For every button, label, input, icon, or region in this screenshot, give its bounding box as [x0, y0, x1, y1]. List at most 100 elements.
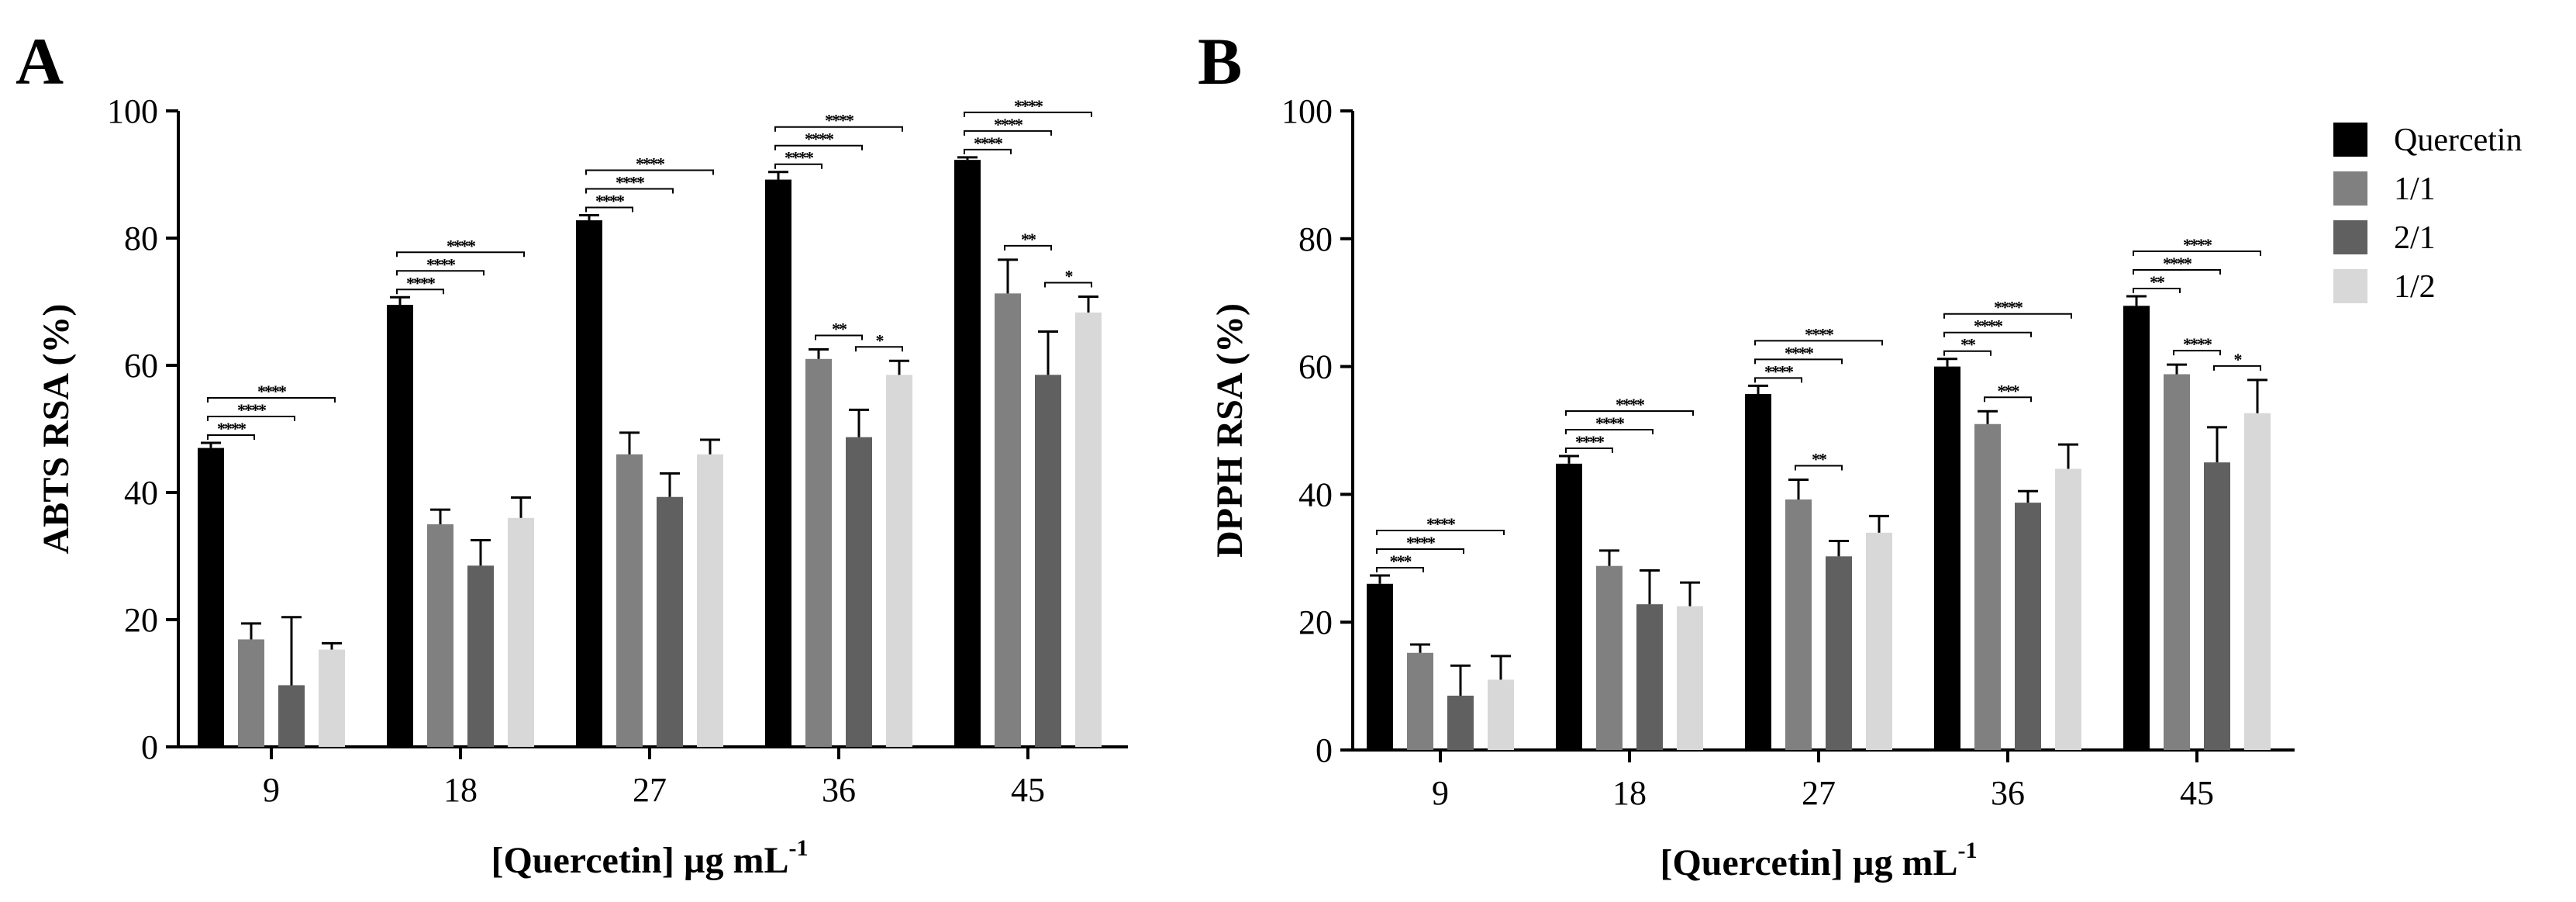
bar-Quercetin-45 [954, 160, 981, 747]
bar-1-1-36 [1974, 423, 2001, 750]
y-tick-label: 60 [124, 347, 158, 385]
y-tick-label: 100 [107, 92, 158, 130]
significance-label: **** [1785, 343, 1814, 362]
significance-bracket [396, 251, 525, 257]
significance-label: **** [1616, 395, 1645, 414]
significance-label: **** [1994, 298, 2023, 317]
significance-label: *** [1390, 551, 1412, 571]
bar-2-1-45 [2204, 462, 2230, 750]
significance-label: **** [2183, 235, 2212, 254]
significance-label: **** [1406, 533, 1436, 552]
significance-bracket [207, 416, 295, 422]
bar-Quercetin-45 [2123, 306, 2150, 750]
significance-label: **** [1974, 316, 2003, 336]
x-axis-title-text: [Quercetin] µg mL [491, 840, 788, 881]
significance-label: **** [1805, 324, 1834, 344]
x-tick-label: 18 [1612, 774, 1647, 812]
significance-bracket [1754, 358, 1843, 365]
y-tick-label: 0 [1316, 731, 1333, 769]
bar-2-1-9 [278, 685, 305, 747]
bar-1-2-45 [2244, 413, 2271, 750]
significance-bracket [1004, 244, 1052, 251]
y-axis-title: ABTS RSA (%) [36, 304, 77, 555]
significance-bracket [207, 397, 336, 403]
bar-2-1-27 [657, 496, 683, 747]
significance-label: **** [447, 236, 476, 255]
bar-Quercetin-27 [576, 220, 602, 747]
significance-label: **** [2183, 334, 2212, 354]
bar-Quercetin-27 [1745, 394, 1771, 750]
significance-bracket [815, 334, 863, 340]
bar-2-1-45 [1035, 375, 1061, 747]
legend-swatch-1-2 [2333, 269, 2367, 303]
bar-1-1-9 [1407, 652, 1433, 750]
x-axis-title-text: [Quercetin] µg mL [1660, 842, 1957, 883]
significance-bracket [2133, 268, 2221, 275]
x-tick-label: 9 [1432, 774, 1449, 812]
bar-Quercetin-18 [387, 305, 413, 748]
significance-label: **** [1575, 432, 1605, 451]
bar-1-1-27 [1785, 499, 1812, 750]
significance-bracket [1565, 428, 1654, 434]
legend-label: 2/1 [2394, 220, 2436, 256]
bar-Quercetin-36 [765, 179, 791, 747]
bar-1-2-18 [508, 517, 534, 747]
x-tick-label: 45 [1011, 771, 1045, 809]
significance-label: ** [1960, 335, 1976, 354]
significance-label: ** [1812, 449, 1827, 468]
legend-label: 1/2 [2394, 269, 2436, 305]
significance-bracket [1565, 410, 1694, 416]
significance-bracket [207, 434, 255, 441]
legend-label: 1/1 [2394, 171, 2436, 207]
significance-label: **** [2163, 254, 2192, 273]
x-tick-label: 27 [1802, 774, 1836, 812]
x-tick-label: 18 [443, 771, 478, 809]
significance-label: **** [1014, 96, 1043, 116]
significance-label: **** [616, 172, 645, 192]
bar-1-1-36 [805, 358, 832, 747]
bar-Quercetin-18 [1556, 463, 1582, 750]
y-tick-label: 40 [124, 474, 158, 512]
y-tick-label: 100 [1281, 92, 1333, 130]
significance-bracket [1754, 377, 1802, 383]
significance-bracket [2133, 250, 2261, 256]
x-axis-title-superscript: -1 [1958, 838, 1978, 863]
significance-label: **** [406, 273, 436, 292]
significance-bracket [585, 188, 674, 194]
significance-bracket [2213, 365, 2261, 371]
x-axis-title-superscript: -1 [789, 835, 809, 861]
bar-2-1-36 [2015, 503, 2041, 750]
bar-1-2-9 [1488, 679, 1514, 750]
significance-label: **** [595, 191, 625, 210]
bar-1-2-36 [2055, 468, 2081, 750]
significance-bracket [774, 163, 822, 169]
significance-bracket [1376, 548, 1464, 555]
significance-label: ** [2150, 272, 2165, 292]
y-tick-label: 80 [1298, 220, 1333, 258]
x-tick-label: 27 [633, 771, 667, 809]
significance-bracket [1943, 350, 1991, 356]
bar-1-1-9 [238, 639, 264, 747]
x-tick-label: 45 [2180, 774, 2214, 812]
y-axis-title: DPPH RSA (%) [1209, 303, 1250, 558]
bar-1-2-9 [319, 649, 345, 747]
significance-label: **** [785, 148, 814, 168]
y-tick-label: 20 [124, 601, 158, 639]
bar-2-1-36 [846, 437, 872, 747]
bar-1-2-18 [1677, 606, 1703, 750]
significance-bracket [964, 111, 1092, 117]
significance-bracket [774, 144, 863, 150]
bar-1-2-27 [697, 454, 723, 747]
significance-label: **** [974, 133, 1003, 153]
x-tick-label: 36 [1991, 774, 2025, 812]
significance-label: **** [217, 419, 247, 438]
bar-1-2-45 [1075, 312, 1102, 747]
significance-bracket [1376, 530, 1505, 536]
significance-bracket [1795, 465, 1843, 471]
bar-1-1-45 [995, 293, 1021, 748]
legend-swatch-2-1 [2333, 220, 2367, 254]
bar-1-1-18 [427, 524, 453, 747]
legend-swatch-Quercetin [2333, 123, 2367, 157]
